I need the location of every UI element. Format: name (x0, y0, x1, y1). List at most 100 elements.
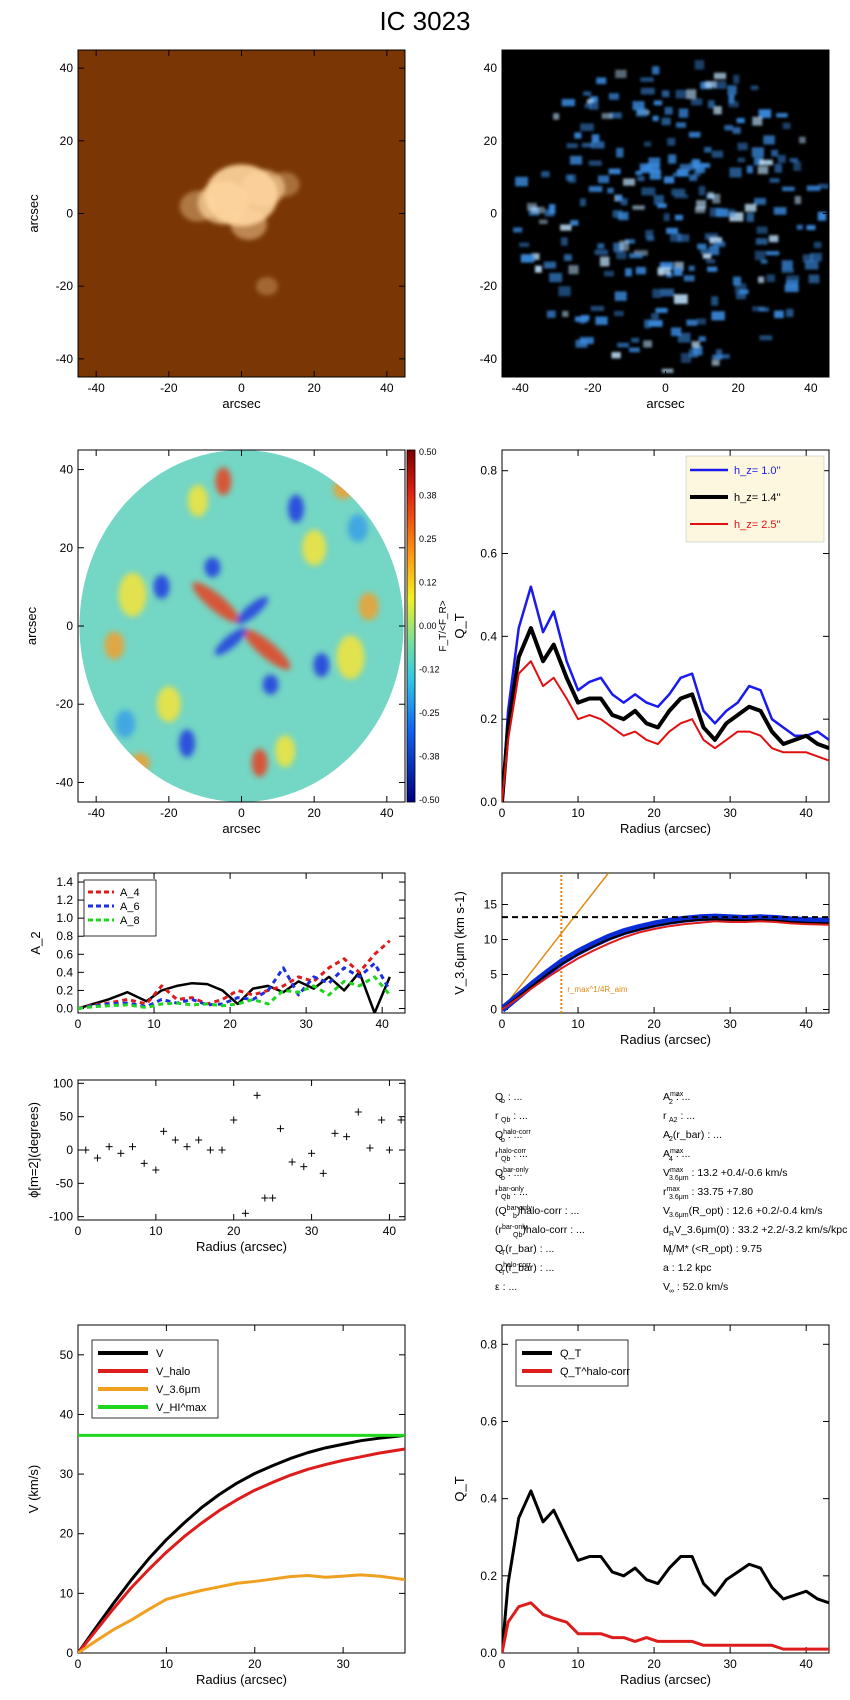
fourier-amplitude-panel: 0 10 20 30 40 0.0 0.2 0.4 0.6 0.8 1.0 1.2 1.4 A_2 A_4 A… (28, 872, 406, 1031)
phase-point (183, 1143, 191, 1151)
x-tick-label: 20 (307, 381, 321, 395)
parameter-entry: ε : ... (495, 1281, 517, 1293)
emission-patch (624, 239, 635, 244)
emission-patch (675, 89, 687, 99)
emission-patch (690, 98, 703, 106)
emission-patch (531, 253, 540, 260)
emission-patch (713, 106, 722, 115)
emission-patch (631, 337, 640, 343)
emission-patch (675, 122, 686, 128)
phase-point (241, 1209, 249, 1217)
y-axis-label: arcsec (26, 194, 41, 233)
qt-halo-corrected-panel: 0 10 20 30 40 0.0 0.2 0.4 0.6 0.8 Radius (arcsec) Q… (452, 1324, 830, 1687)
emission-patch (660, 288, 674, 297)
ratio-blob (243, 629, 291, 670)
emission-patch (565, 174, 573, 181)
emission-patch (608, 168, 621, 175)
y-axis-label: ϕ[m=2](degrees) (26, 1102, 41, 1198)
x-tick-label: 0 (499, 1017, 506, 1031)
ratio-blob (251, 748, 268, 777)
x-tick-label: 40 (380, 381, 394, 395)
x-tick-label: 30 (723, 806, 737, 820)
y-tick-label: 1.2 (56, 893, 73, 907)
emission-patch (733, 74, 740, 84)
emission-patch (667, 137, 676, 146)
ratio-blob (275, 735, 296, 768)
legend-label: h_z= 1.4'' (734, 492, 781, 504)
y-tick-label: 10 (60, 1586, 74, 1600)
y-tick-label: 5 (490, 968, 497, 982)
legend-label: V_halo (156, 1366, 190, 1378)
emission-patch (589, 96, 598, 103)
emission-patch (729, 167, 742, 178)
y-tick-label: 0 (66, 1143, 73, 1157)
x-tick-label: 20 (248, 1657, 262, 1671)
ratio-blobs (104, 467, 379, 777)
legend-label: V (156, 1348, 164, 1360)
emission-patch (595, 316, 608, 325)
emission-patch (758, 307, 769, 312)
parameter-entry: rmax 3.6μm : 33.75 +7.80 (663, 1186, 753, 1201)
emission-patch (603, 270, 614, 277)
emission-patch (758, 276, 765, 284)
colorbar-tick-label: 0.12 (419, 578, 437, 588)
emission-patch (707, 192, 714, 199)
emission-patch (597, 175, 610, 184)
parameter-table: Qb : ... r Qb : ... Qhalo-corr b : ... rhalo-… (495, 1091, 847, 1295)
series-line-v (78, 1433, 405, 1653)
emission-patch (782, 122, 791, 130)
emission-patch (646, 236, 655, 241)
ratio-blob (336, 635, 365, 680)
emission-blob (179, 190, 217, 222)
y-tick-label: -20 (56, 697, 74, 711)
parameter-entry: dRV_3.6μm(0) : 33.2 +2.2/-3.2 km/s/kpc (663, 1224, 847, 1238)
series-line-qthalocorr (502, 1601, 829, 1653)
emission-patch (799, 136, 806, 144)
emission-patch (653, 195, 664, 205)
colorbar-tick-label: 0.50 (419, 447, 437, 457)
emission-patch (754, 250, 766, 261)
emission-patch (732, 276, 742, 286)
emission-patch (560, 224, 572, 231)
phase-point (171, 1136, 179, 1144)
emission-patch (619, 240, 629, 251)
emission-patch (744, 203, 757, 212)
x-tick-label: 10 (147, 1017, 161, 1031)
parameter-entry: rhalo-corr Qb : ... (495, 1148, 528, 1163)
y-tick-label: -20 (56, 279, 74, 293)
emission-patch (648, 157, 661, 167)
series-line-hz14 (502, 626, 829, 802)
x-tick-label: -40 (87, 381, 105, 395)
parameter-entry: V∞ : 52.0 km/s (663, 1281, 728, 1295)
emission-patch (689, 174, 698, 181)
emission-patch (802, 254, 813, 263)
emission-patch (756, 226, 768, 234)
emission-patch (806, 225, 816, 231)
emission-patch (804, 260, 819, 270)
emission-patch (645, 230, 654, 239)
emission-patch (632, 101, 645, 111)
phase-point (276, 1125, 284, 1133)
x-tick-label: 40 (383, 1224, 397, 1238)
x-axis-label: arcsec (222, 396, 261, 411)
phase-point (230, 1116, 238, 1124)
emission-patch (591, 141, 605, 149)
y-tick-label: 40 (60, 463, 74, 477)
emission-patch (637, 176, 645, 182)
emission-patch (736, 117, 745, 124)
emission-patch (677, 234, 690, 242)
emission-patch (810, 252, 822, 262)
emission-patch (629, 347, 640, 353)
parameter-entry: (Qbar-only b)halo-corr : ... (495, 1205, 579, 1220)
plot-frame (77, 1324, 406, 1654)
y-tick-label: 20 (60, 134, 74, 148)
emission-patch (769, 235, 779, 243)
x-tick-label: 40 (800, 1657, 814, 1671)
emission-patch (648, 319, 663, 327)
ratio-blob (236, 596, 269, 625)
x-tick-label: 40 (376, 1017, 390, 1031)
emission-patch (615, 69, 627, 79)
emission-patch (760, 110, 770, 117)
emission-patch (544, 209, 555, 217)
series-line-v36m (78, 1573, 405, 1653)
